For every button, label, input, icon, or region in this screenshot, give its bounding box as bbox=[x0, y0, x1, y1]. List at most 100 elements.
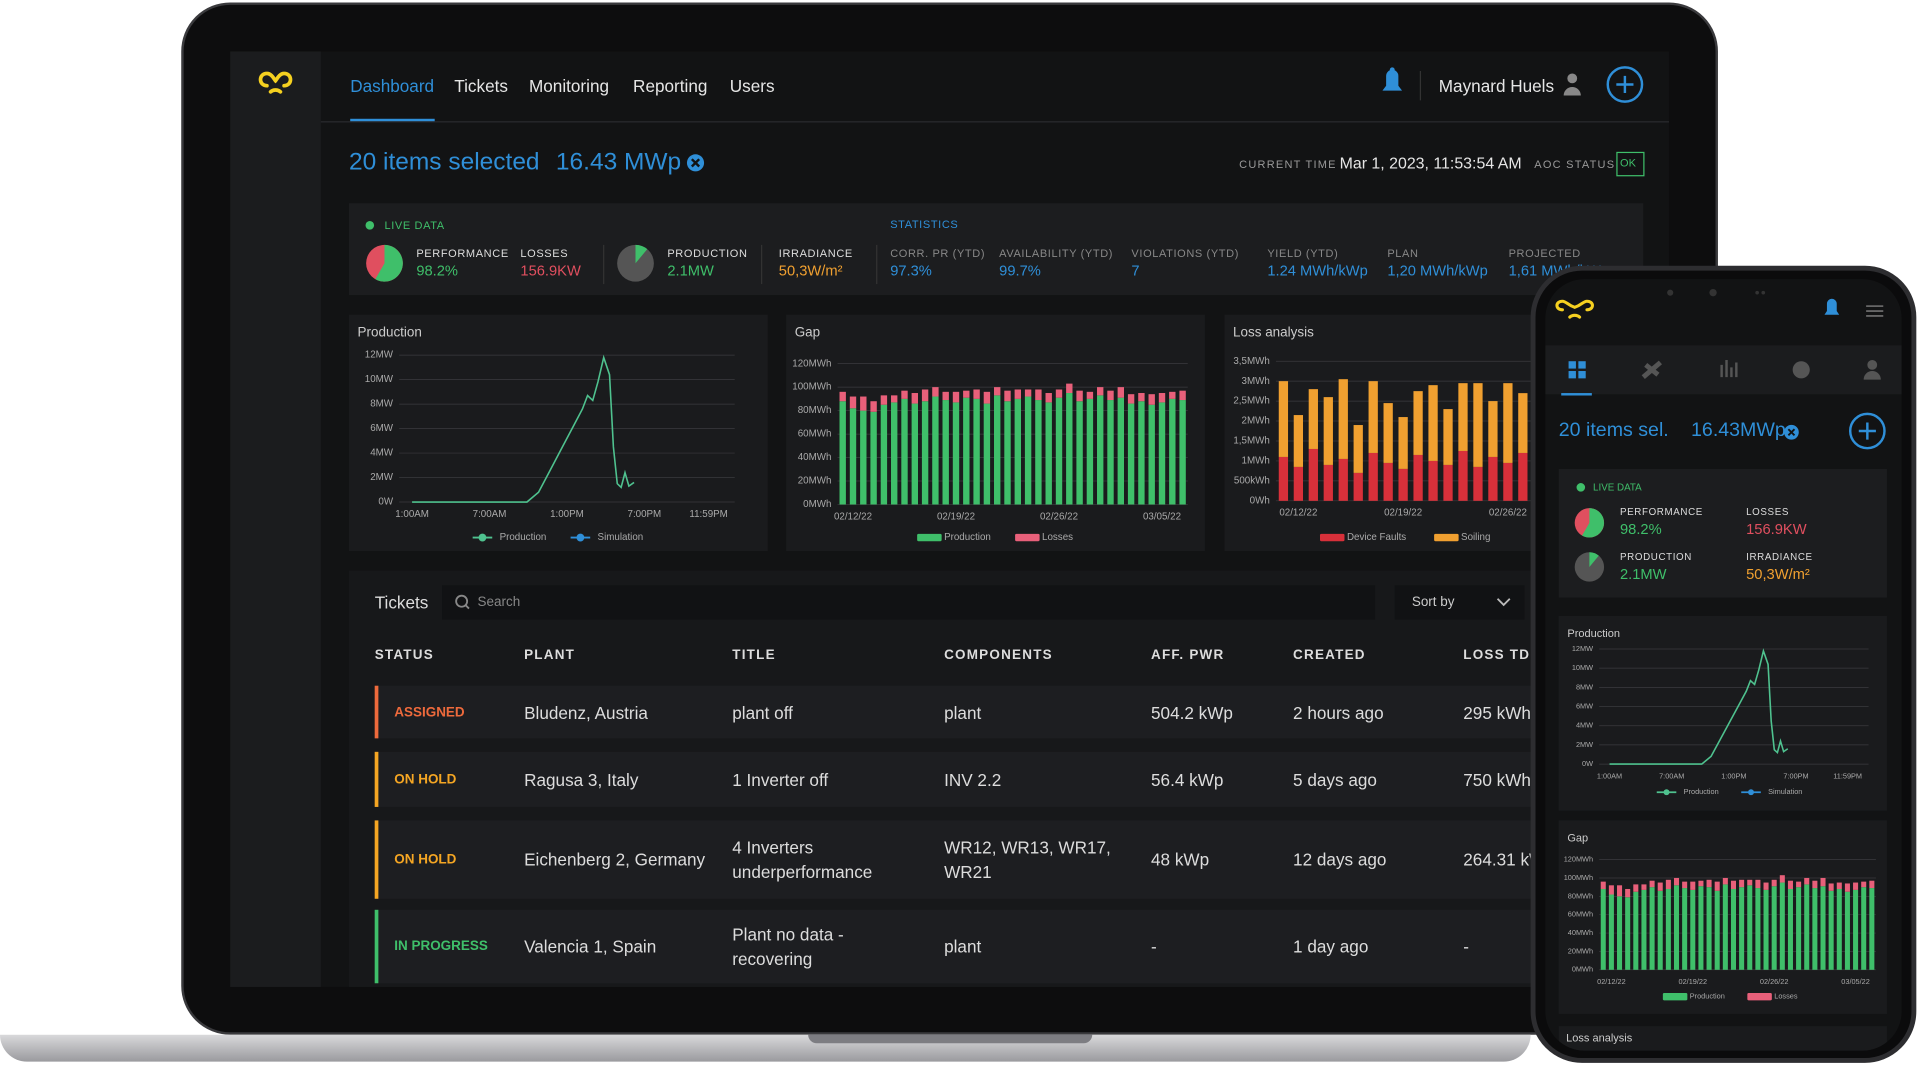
kpi-value: 1,20 MWh/kWp bbox=[1387, 262, 1488, 280]
ticket-cell: 2 hours ago bbox=[1293, 702, 1384, 722]
capacity: 16.43 MWp bbox=[555, 148, 682, 176]
kpi-value: 156.9KW bbox=[520, 262, 581, 280]
ticket-status: ON HOLD bbox=[394, 852, 457, 867]
kpi-label: PROJECTED bbox=[1508, 247, 1581, 260]
search-box[interactable] bbox=[442, 585, 1376, 620]
selection: 20 items sel. bbox=[1558, 420, 1669, 441]
user-icon bbox=[1567, 73, 1578, 84]
chart-panel bbox=[1558, 615, 1887, 811]
ticket-row bbox=[374, 685, 1644, 739]
tab-monitoring[interactable] bbox=[1720, 360, 1738, 378]
statistics-label: STATISTICS bbox=[890, 217, 959, 231]
current-time: Mar 1, 2023, 11:53:54 AM bbox=[1339, 153, 1522, 173]
ticket-cell: 56.4 kWp bbox=[1151, 769, 1224, 790]
tab-dashboard[interactable] bbox=[1568, 361, 1586, 379]
logo bbox=[258, 71, 293, 94]
live-label: LIVE DATA bbox=[1593, 481, 1642, 493]
nav-item[interactable]: Dashboard bbox=[350, 75, 435, 96]
status-bar bbox=[374, 751, 379, 807]
status-bar bbox=[374, 685, 379, 739]
ticket-cell: 504.2 kWp bbox=[1151, 702, 1233, 722]
kpi-value: 98.2% bbox=[416, 262, 458, 280]
kpi-value: 98.2% bbox=[1620, 520, 1662, 538]
bell-icon[interactable] bbox=[1382, 69, 1403, 91]
kpi-value: 2.1MW bbox=[667, 262, 714, 280]
nav-item[interactable]: Tickets bbox=[454, 75, 508, 96]
status-box bbox=[1616, 151, 1645, 177]
ticket-cell: WR12, WR13, WR17, WR21 bbox=[944, 837, 1111, 882]
stats-panel bbox=[348, 203, 1644, 296]
kpi-label: PRODUCTION bbox=[667, 247, 748, 260]
menu-icon[interactable] bbox=[1866, 305, 1884, 317]
kpi-label: PERFORMANCE bbox=[1620, 506, 1703, 518]
sort-box[interactable] bbox=[1394, 585, 1525, 620]
kpi-label: PRODUCTION bbox=[1620, 551, 1692, 563]
kpi-value: 156.9KW bbox=[1746, 520, 1807, 538]
kpi-value: 50,3W/m² bbox=[1746, 565, 1810, 583]
column-header: AFF. PWR bbox=[1151, 647, 1225, 663]
status: OK bbox=[1620, 156, 1636, 169]
status-bar bbox=[374, 909, 379, 984]
tab-reporting[interactable] bbox=[1792, 361, 1810, 379]
add-button[interactable] bbox=[1848, 412, 1886, 450]
add-button[interactable] bbox=[1606, 66, 1644, 103]
bell-icon[interactable] bbox=[1824, 298, 1840, 315]
ticket-row bbox=[374, 909, 1644, 984]
kpi-label: VIOLATIONS (YTD) bbox=[1131, 247, 1239, 260]
ticket-row bbox=[374, 751, 1644, 807]
tab-tickets[interactable] bbox=[1641, 360, 1663, 380]
ticket-cell: Valencia 1, Spain bbox=[524, 936, 657, 957]
tab-users[interactable] bbox=[1867, 360, 1878, 370]
selection: 20 items selected bbox=[348, 148, 540, 176]
sort-label[interactable]: Sort by bbox=[1411, 595, 1455, 610]
ticket-cell: 750 kWh bbox=[1463, 769, 1531, 790]
chart-panel bbox=[1558, 1026, 1887, 1051]
ticket-cell: 48 kWp bbox=[1151, 849, 1210, 870]
nav-item[interactable]: Monitoring bbox=[528, 75, 610, 96]
ticket-cell: Bludenz, Austria bbox=[524, 702, 648, 722]
ticket-cell: plant off bbox=[732, 702, 793, 722]
kpi-label: PLAN bbox=[1387, 247, 1419, 260]
laptop-notch bbox=[808, 1034, 1093, 1044]
kpi-label: PERFORMANCE bbox=[416, 247, 509, 260]
search-placeholder[interactable]: Search bbox=[477, 595, 521, 610]
column-header: PLANT bbox=[524, 647, 576, 663]
ticket-cell: plant bbox=[944, 702, 982, 722]
nav-item[interactable]: Reporting bbox=[633, 75, 708, 96]
live-label: LIVE DATA bbox=[384, 219, 445, 232]
logo bbox=[1555, 299, 1594, 319]
laptop-base bbox=[0, 1034, 1531, 1062]
ticket-cell: 1 Inverter off bbox=[732, 769, 829, 790]
capacity: 16.43MWp bbox=[1691, 420, 1786, 441]
ticket-status: IN PROGRESS bbox=[394, 939, 488, 954]
ticket-cell: plant bbox=[944, 936, 982, 957]
nav-item[interactable]: Users bbox=[729, 75, 775, 96]
ticket-cell: Eichenberg 2, Germany bbox=[524, 849, 706, 870]
kpi-value: 7 bbox=[1131, 262, 1140, 280]
kpi-label: LOSSES bbox=[1746, 506, 1789, 518]
ticket-status: ASSIGNED bbox=[394, 704, 465, 720]
chart-panel bbox=[1558, 820, 1887, 1014]
column-header: COMPONENTS bbox=[944, 647, 1053, 663]
ticket-cell: 12 days ago bbox=[1293, 849, 1387, 870]
ticket-cell: INV 2.2 bbox=[944, 769, 1002, 790]
kpi-label: YIELD (YTD) bbox=[1267, 247, 1339, 260]
ticket-row bbox=[374, 820, 1644, 899]
kpi-label: AVAILABILITY (YTD) bbox=[999, 247, 1114, 260]
ticket-status: ON HOLD bbox=[394, 772, 457, 787]
header-icons bbox=[1382, 66, 1644, 103]
kpi-value: 50,3W/m² bbox=[778, 262, 843, 280]
time-label: CURRENT TIME bbox=[1239, 157, 1337, 171]
status-label: AOC STATUS bbox=[1534, 157, 1616, 171]
sidebar bbox=[230, 51, 321, 987]
clear-selection[interactable] bbox=[686, 153, 706, 173]
ticket-cell: Ragusa 3, Italy bbox=[524, 769, 639, 790]
kpi-label: LOSSES bbox=[520, 247, 569, 260]
column-header: CREATED bbox=[1293, 647, 1366, 663]
search-icons bbox=[455, 594, 1511, 610]
column-header: STATUS bbox=[374, 647, 434, 663]
user-name: Maynard Huels bbox=[1438, 75, 1555, 96]
kpi-label: IRRADIANCE bbox=[1746, 551, 1813, 563]
column-header: TITLE bbox=[732, 647, 776, 663]
